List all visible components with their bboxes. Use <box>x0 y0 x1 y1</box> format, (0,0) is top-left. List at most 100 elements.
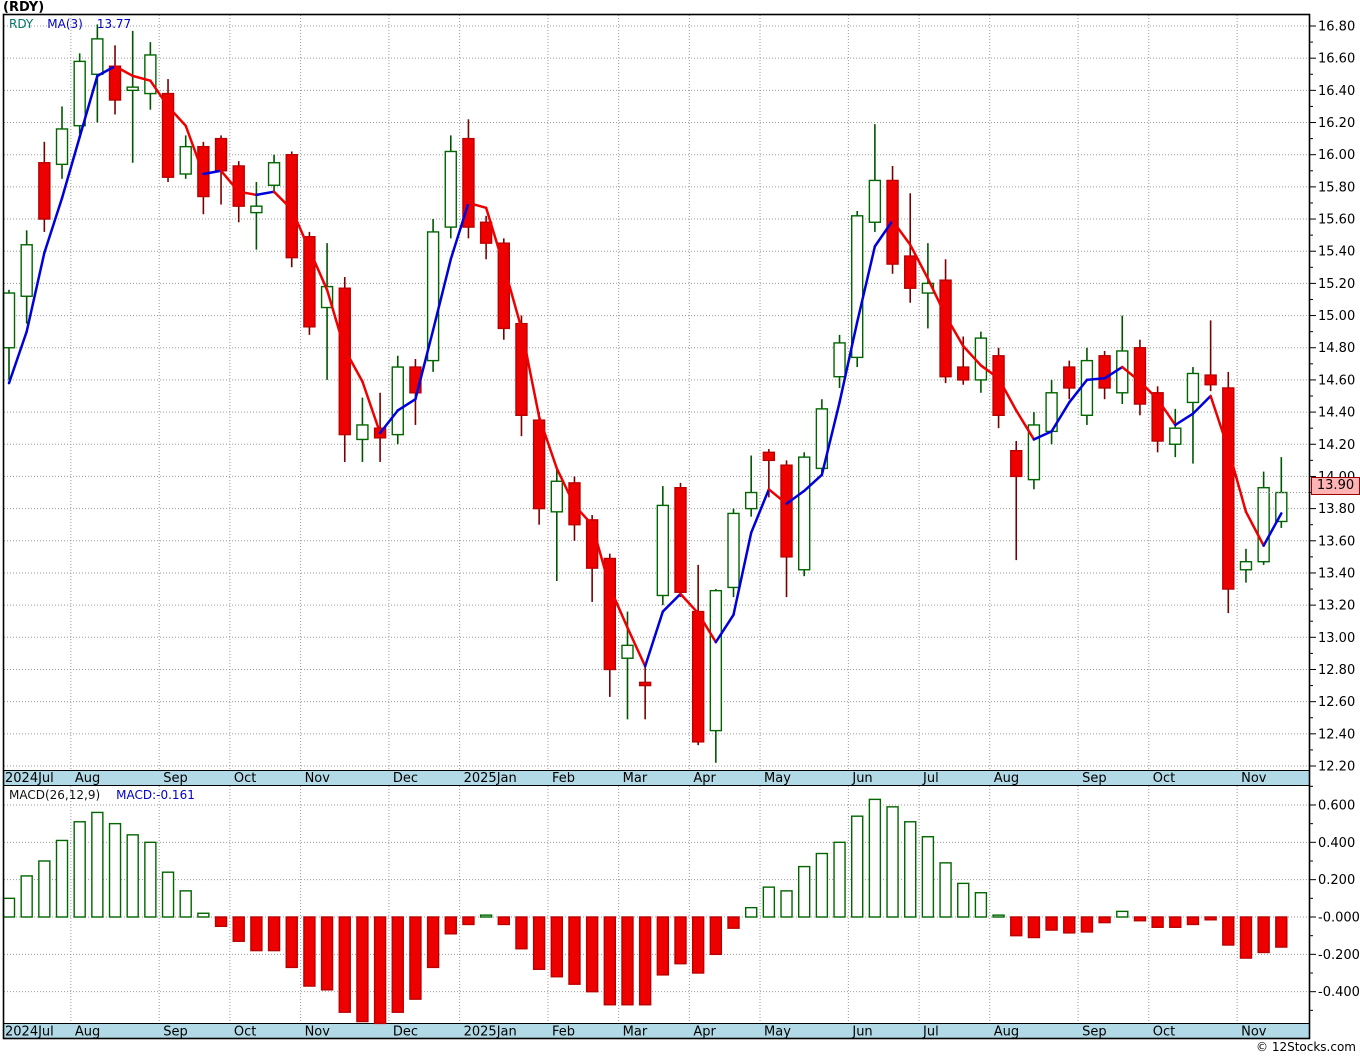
macd-bar <box>479 914 493 918</box>
macd-bar <box>921 836 935 918</box>
macd-bar <box>161 871 175 918</box>
ma3-line-segment <box>908 243 930 280</box>
ma3-line-segment <box>325 288 346 351</box>
candle <box>1098 355 1111 389</box>
candle <box>267 162 281 186</box>
ma3-line-segment <box>1032 430 1053 441</box>
price-axis-label: 13.00 <box>1318 631 1355 646</box>
ma3-line-segment <box>1244 510 1265 547</box>
macd-bar <box>727 916 740 929</box>
price-axis-label: 15.80 <box>1318 180 1355 195</box>
ma3-line-segment <box>467 201 488 210</box>
macd-bar <box>709 916 723 956</box>
ma3-line-segment <box>1191 394 1212 415</box>
macd-bar <box>267 916 281 952</box>
price-axis-label: 13.40 <box>1318 566 1355 581</box>
candle <box>762 451 776 462</box>
ma3-line-segment <box>113 64 134 78</box>
price-axis-label: 12.40 <box>1318 727 1355 742</box>
candle <box>744 491 758 510</box>
month-label: 2025Jan <box>464 771 517 786</box>
price-axis-label: 16.00 <box>1318 148 1355 163</box>
ma3-line-segment <box>361 380 382 435</box>
candle <box>851 215 864 359</box>
month-label: 2024Jul <box>5 771 54 786</box>
macd-bar <box>833 841 846 918</box>
macd-bar <box>144 841 157 918</box>
ma3-line-segment <box>873 219 894 248</box>
month-label: Oct <box>234 1025 256 1040</box>
candle <box>2 292 16 349</box>
candle <box>479 221 493 244</box>
macd-bar <box>939 862 952 918</box>
macd-bar <box>373 916 387 1025</box>
month-label: Jul <box>922 771 939 786</box>
price-axis-label: 13.80 <box>1318 502 1355 517</box>
macd-bar <box>126 834 139 918</box>
macd-bar <box>568 916 581 985</box>
macd-bar <box>91 811 104 918</box>
price-legend: RDY MA(3) 13.77 <box>9 17 131 31</box>
ma3-line-segment <box>537 415 559 470</box>
macd-bar <box>391 916 404 1013</box>
ma3-line-segment <box>343 348 364 383</box>
ma3-line-segment <box>1068 378 1089 404</box>
month-strip-bottom <box>3 1023 1310 1039</box>
ma-value: 13.77 <box>96 17 132 31</box>
month-label: Aug <box>75 1025 100 1040</box>
candle <box>638 681 652 687</box>
candle <box>214 137 228 172</box>
ma3-line-segment <box>96 64 117 78</box>
candle <box>868 179 882 223</box>
ma3-line-segment <box>166 105 187 127</box>
macd-bar <box>638 916 652 1006</box>
macd-bar <box>868 798 882 918</box>
price-axis-label: 15.20 <box>1318 277 1355 292</box>
macd-bar <box>338 916 351 1013</box>
price-axis-label: 14.80 <box>1318 341 1355 356</box>
month-label: Nov <box>1241 1025 1267 1040</box>
month-label: 2025Jan <box>464 1025 517 1040</box>
candle <box>957 366 970 381</box>
ma3-line-segment <box>1209 394 1230 451</box>
candle <box>815 408 829 470</box>
candle <box>320 285 334 309</box>
last-price-marker: 13.90 <box>1311 476 1360 495</box>
macd-bar <box>55 839 69 918</box>
macd-bar <box>20 875 33 918</box>
macd-bar <box>409 916 422 1000</box>
ma3-line-segment <box>661 592 682 613</box>
chart-title: (RDY) <box>3 0 45 15</box>
candle <box>621 644 634 659</box>
ma3-line-segment <box>855 245 877 324</box>
ma3-line-segment <box>1050 401 1071 433</box>
ma3-line-segment <box>573 504 594 526</box>
candle <box>20 244 33 297</box>
macd-bar <box>108 822 122 918</box>
month-label: May <box>764 771 791 786</box>
candle <box>1080 359 1094 417</box>
ma3-line-segment <box>961 344 983 367</box>
candle <box>55 128 69 166</box>
month-label: Jun <box>851 1025 872 1040</box>
candle <box>992 355 1005 417</box>
candle <box>391 366 404 436</box>
price-axis-label: 14.20 <box>1318 438 1355 453</box>
macd-bar <box>621 916 634 1006</box>
macd-bar <box>214 916 228 928</box>
ma3-line-segment <box>608 586 629 629</box>
candle <box>285 153 298 259</box>
price-axis-label: 16.80 <box>1318 20 1355 35</box>
candle <box>426 231 440 362</box>
ma3-line-segment <box>131 74 152 82</box>
price-axis-label: 13.20 <box>1318 599 1355 614</box>
ma3-line-segment <box>60 135 81 200</box>
ma3-line-segment <box>926 277 947 317</box>
month-label: Aug <box>75 771 100 786</box>
month-label: Mar <box>623 771 648 786</box>
month-label: Jul <box>922 1025 939 1040</box>
month-label: Nov <box>305 1025 331 1040</box>
month-label: 2024Jul <box>5 1025 54 1040</box>
ma3-line-segment <box>714 613 735 644</box>
ma3-line-segment <box>255 190 276 197</box>
